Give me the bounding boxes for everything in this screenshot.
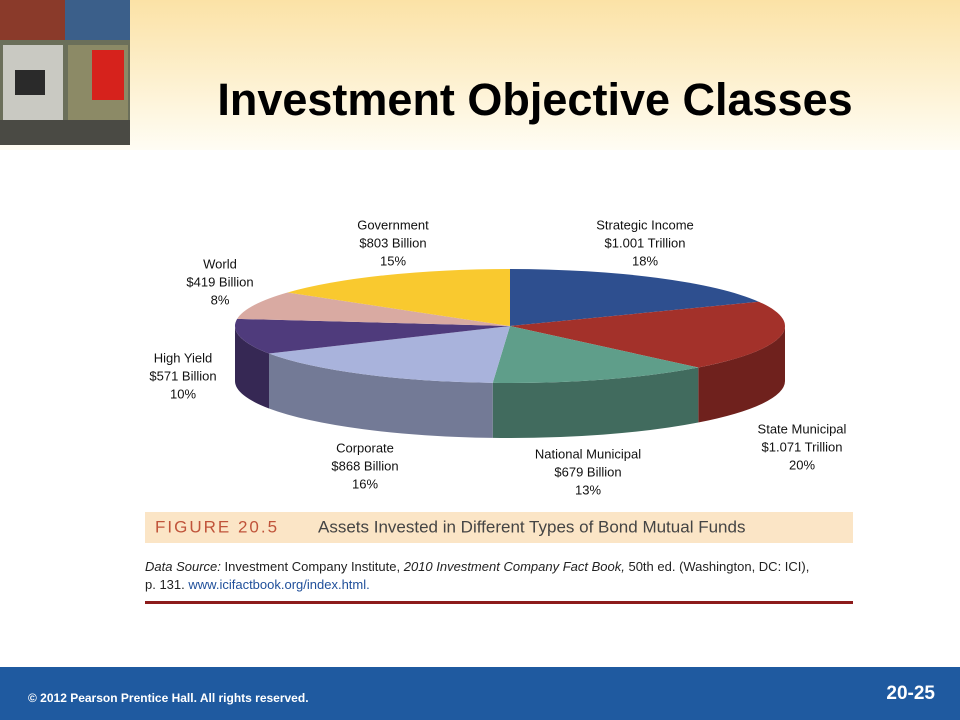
slice-label: State Municipal: [758, 421, 847, 436]
pie-slice: [287, 269, 510, 326]
slice-amount: $1.001 Trillion: [605, 235, 686, 250]
slice-label: High Yield: [154, 350, 213, 365]
pie-slice: [510, 301, 785, 368]
copyright: © 2012 Pearson Prentice Hall. All rights…: [28, 691, 309, 705]
photo-collage: [0, 0, 130, 145]
source-book: 2010 Investment Company Fact Book,: [403, 559, 625, 574]
slice-amount: $868 Billion: [331, 458, 398, 473]
slice-percent: 13%: [575, 482, 601, 497]
pie-slice: [269, 326, 510, 383]
pie-slice: [510, 269, 759, 326]
source-page: p. 131.: [145, 577, 185, 592]
rule: [145, 601, 853, 604]
caption-band: [145, 512, 853, 543]
slice-amount: $419 Billion: [186, 274, 253, 289]
pie-slice-side: [492, 367, 699, 438]
slice-percent: 18%: [632, 253, 658, 268]
slice-amount: $571 Billion: [149, 368, 216, 383]
slice-percent: 10%: [170, 386, 196, 401]
source-line: p. 131. www.icifactbook.org/index.html.: [145, 577, 370, 592]
footer-bar: [0, 667, 960, 720]
slide-title: Investment Objective Classes: [217, 74, 852, 125]
source-line: Data Source: Investment Company Institut…: [145, 559, 809, 574]
pie-slice-side: [698, 326, 785, 423]
pie-slice: [234, 318, 510, 354]
slice-label: Government: [357, 217, 429, 232]
slice-percent: 20%: [789, 457, 815, 472]
slice-amount: $1.071 Trillion: [762, 439, 843, 454]
slide-number: 20-25: [886, 683, 935, 704]
slice-label: Corporate: [336, 440, 394, 455]
slice-label: National Municipal: [535, 446, 641, 461]
pie-slice-side: [269, 353, 493, 438]
slice-percent: 16%: [352, 476, 378, 491]
slice-label: Strategic Income: [596, 217, 694, 232]
source-rest: 50th ed. (Washington, DC: ICI),: [628, 559, 809, 574]
slice-label: World: [203, 256, 237, 271]
source-org: Investment Company Institute,: [225, 559, 401, 574]
pie-chart: Strategic Income $1.001 Trillion 18% State …: [149, 217, 846, 497]
figure-number: FIGURE 20.5: [155, 517, 279, 536]
slice-percent: 8%: [211, 292, 230, 307]
header-band: [0, 0, 960, 150]
pie-slice: [237, 292, 510, 326]
pie-slice: [492, 326, 699, 383]
slice-amount: $803 Billion: [359, 235, 426, 250]
source-url: www.icifactbook.org/index.html.: [187, 577, 369, 592]
source-label: Data Source:: [145, 559, 221, 574]
figure-caption: Assets Invested in Different Types of Bo…: [318, 517, 745, 536]
pie-slice-side: [235, 326, 270, 409]
slice-amount: $679 Billion: [554, 464, 621, 479]
slice-percent: 15%: [380, 253, 406, 268]
